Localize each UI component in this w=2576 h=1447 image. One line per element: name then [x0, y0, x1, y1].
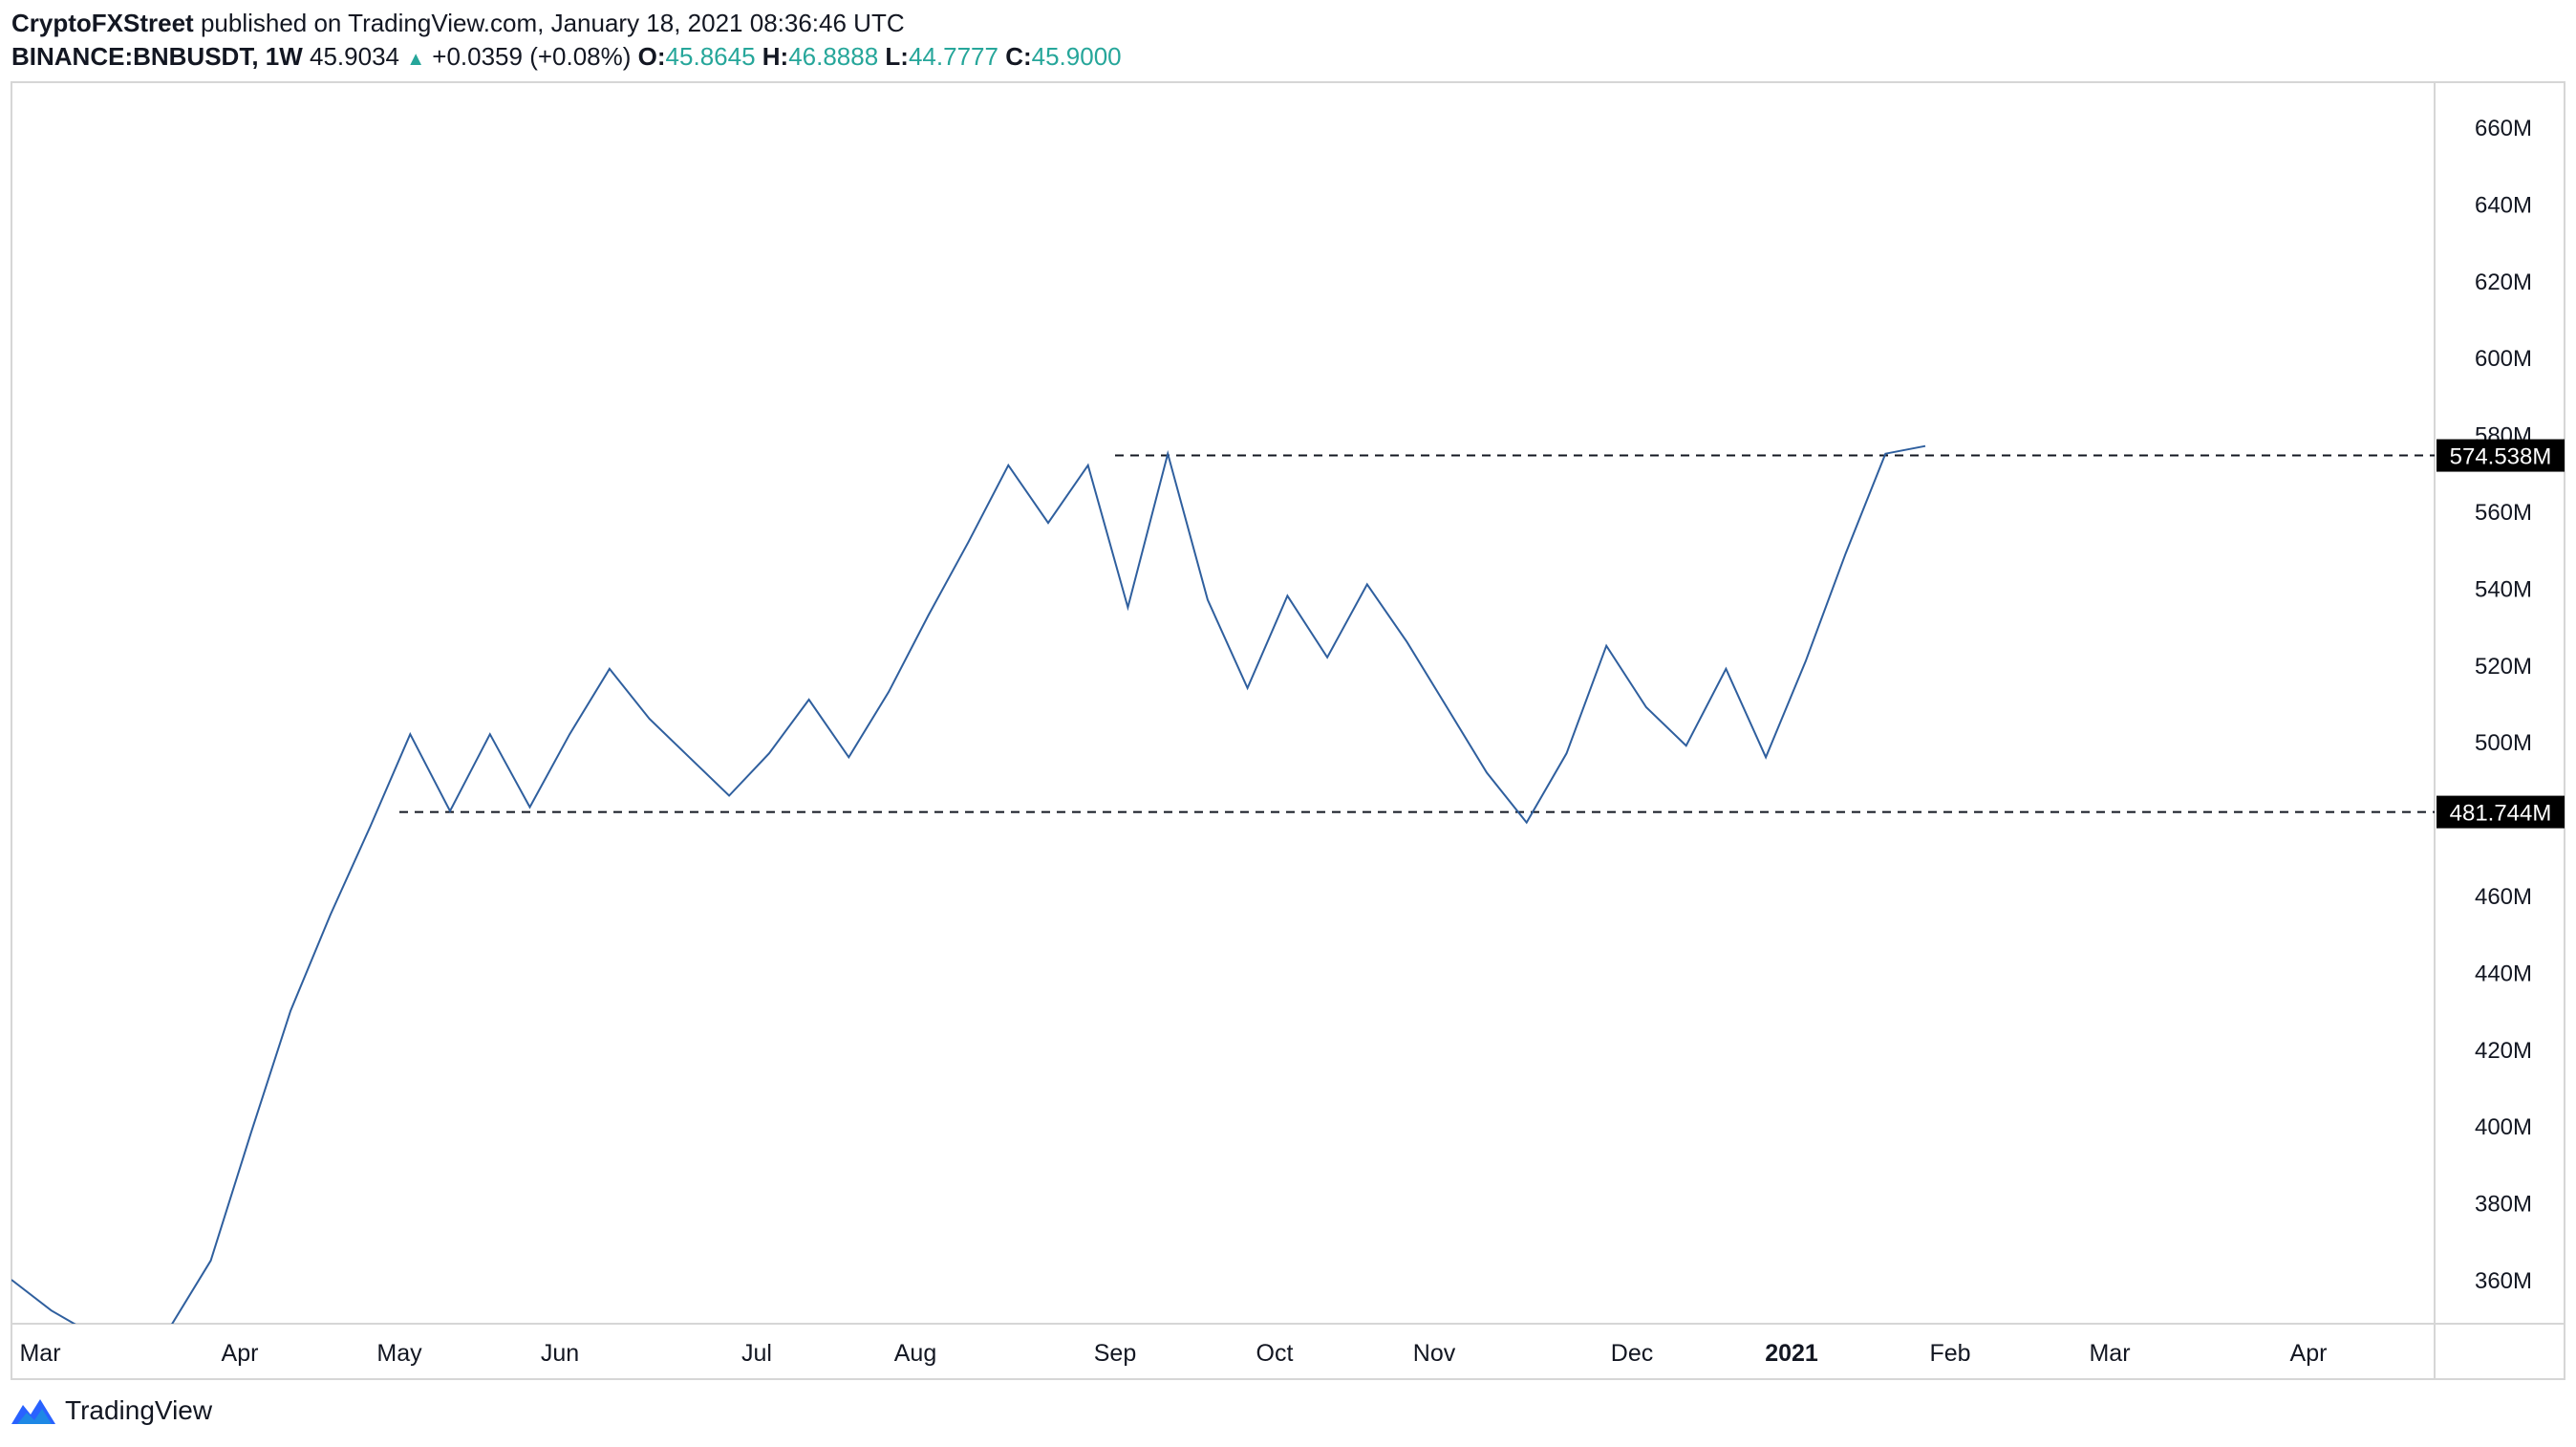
tradingview-logo-icon[interactable] — [10, 1395, 57, 1426]
x-tick-label: Mar — [19, 1340, 60, 1367]
y-tick-label: 380M — [2475, 1192, 2532, 1218]
x-tick-label: Feb — [1929, 1340, 1970, 1367]
time-axis[interactable]: Mar Apr May Jun Jul Aug Sep Oct Nov Dec 2021 Feb Mar… — [19, 1340, 2327, 1367]
y-tick-label: 500M — [2475, 730, 2532, 756]
x-tick-label: Apr — [222, 1340, 259, 1367]
x-tick-label: 2021 — [1765, 1340, 1818, 1367]
y-tick-label: 560M — [2475, 500, 2532, 526]
chart-header: CryptoFXStreet published on TradingView.… — [11, 6, 1122, 76]
x-tick-label: Mar — [2089, 1340, 2130, 1367]
up-arrow-icon: ▲ — [406, 49, 426, 70]
chart-frame — [11, 81, 2565, 1380]
last-price: 45.9034 — [310, 42, 399, 71]
y-tick-label: 400M — [2475, 1114, 2532, 1140]
low-label: L: — [885, 42, 909, 71]
y-tick-label: 600M — [2475, 346, 2532, 372]
published-text: published on TradingView.com, January 18… — [200, 9, 905, 37]
price-line — [11, 444, 1926, 1324]
x-tick-label: Nov — [1413, 1340, 1456, 1367]
level-label-bg — [2436, 439, 2565, 472]
footer: TradingView — [10, 1395, 212, 1426]
x-tick-label: Dec — [1611, 1340, 1653, 1367]
tradingview-brand[interactable]: TradingView — [65, 1395, 213, 1425]
high-label: H: — [762, 42, 789, 71]
x-tick-label: Aug — [894, 1340, 936, 1367]
level-label: 574.538M — [2450, 444, 2552, 470]
open-label: O: — [637, 42, 666, 71]
y-tick-label: 640M — [2475, 192, 2532, 218]
symbol-label: BINANCE:BNBUSDT, 1W — [11, 42, 303, 71]
y-tick-label: 540M — [2475, 576, 2532, 602]
publish-info: CryptoFXStreet published on TradingView.… — [11, 6, 1122, 40]
x-tick-label: Jul — [741, 1340, 772, 1367]
price-change: +0.0359 (+0.08%) — [432, 42, 632, 71]
level-label-bg — [2436, 795, 2565, 829]
open-value: 45.8645 — [665, 42, 756, 71]
low-value: 44.7777 — [908, 42, 998, 71]
x-tick-label: Apr — [2290, 1340, 2328, 1367]
high-value: 46.8888 — [788, 42, 879, 71]
x-tick-label: Oct — [1256, 1340, 1294, 1367]
y-tick-label: 360M — [2475, 1268, 2532, 1294]
symbol-info: BINANCE:BNBUSDT, 1W 45.9034 ▲ +0.0359 (+… — [11, 40, 1122, 76]
author-name[interactable]: CryptoFXStreet — [11, 9, 194, 37]
close-value: 45.9000 — [1031, 42, 1122, 71]
y-tick-label: 460M — [2475, 884, 2532, 910]
y-tick-label: 420M — [2475, 1038, 2532, 1064]
y-tick-label: 620M — [2475, 270, 2532, 295]
x-tick-label: Jun — [541, 1340, 579, 1367]
y-tick-label: 520M — [2475, 654, 2532, 680]
y-tick-label: 440M — [2475, 961, 2532, 986]
price-axis[interactable]: 360M380M400M420M440M460M480M500M520M540M… — [2475, 116, 2532, 1294]
x-tick-label: May — [376, 1340, 422, 1367]
close-label: C: — [1005, 42, 1032, 71]
level-label: 481.744M — [2450, 801, 2552, 827]
price-series — [11, 444, 1926, 1324]
horizontal-levels: 574.538M 481.744M — [399, 439, 2565, 829]
x-tick-label: Sep — [1094, 1340, 1136, 1367]
y-tick-label: 660M — [2475, 116, 2532, 141]
